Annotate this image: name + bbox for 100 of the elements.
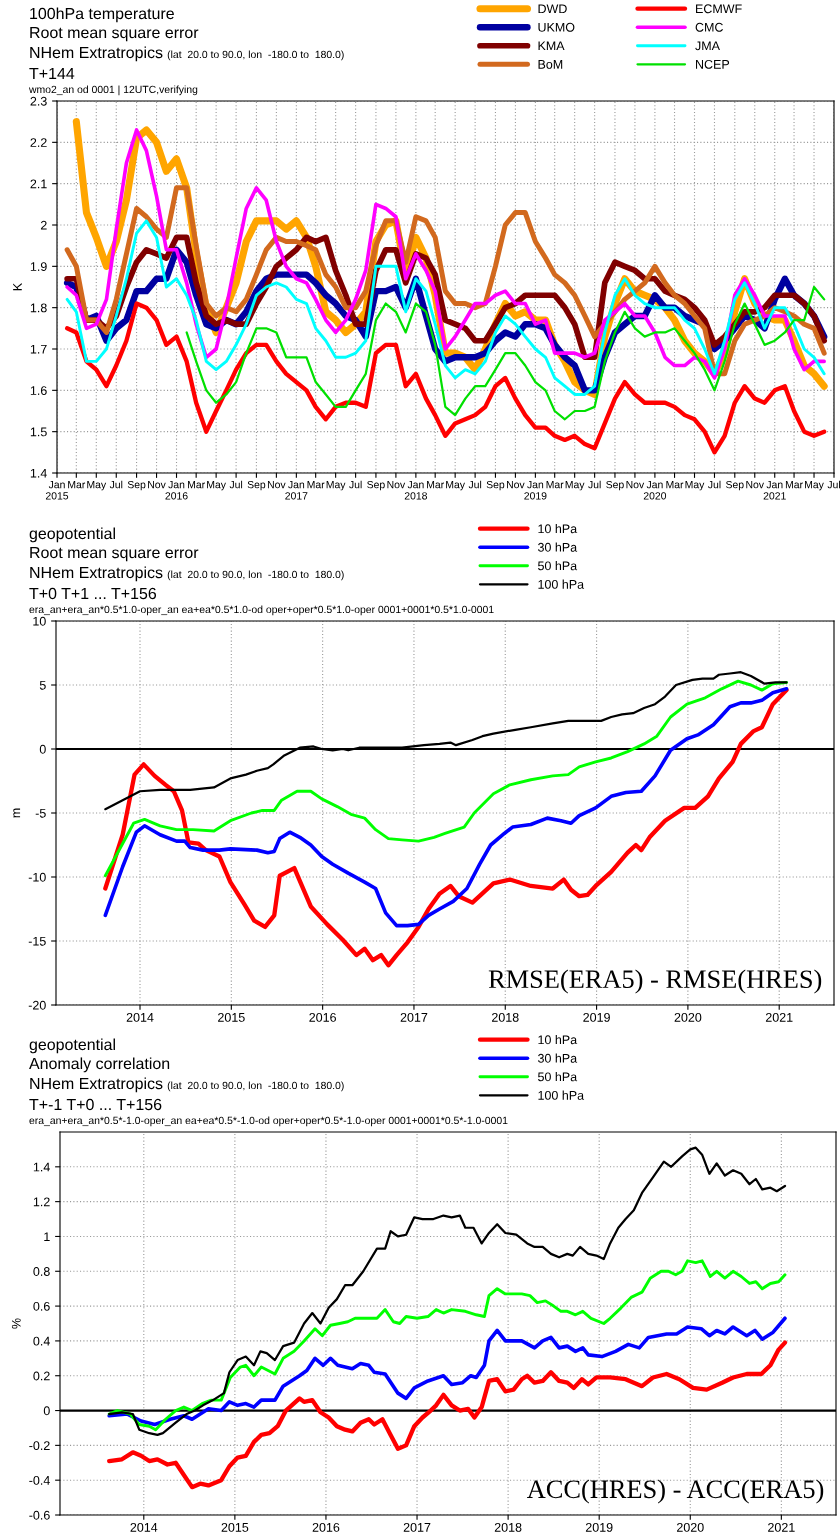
chart-subtitle: Root mean square error bbox=[30, 547, 199, 562]
x-tick-label: Mar bbox=[307, 481, 325, 489]
x-tick-label: Mar bbox=[785, 481, 803, 489]
annotation: ACC(HRES) - ACC(ERA5) bbox=[526, 1479, 824, 1504]
x-tick-label: Mar bbox=[188, 481, 205, 489]
line-series bbox=[65, 219, 826, 396]
x-tick-label: 2016 bbox=[312, 1522, 340, 1532]
x-tick-label: 2021 bbox=[768, 1522, 795, 1532]
y-tick-label: 0 bbox=[43, 1406, 50, 1416]
chart-title: geopotential bbox=[29, 527, 115, 543]
legend-label: UKMO bbox=[538, 22, 575, 32]
text: NHem Extratropics bbox=[30, 566, 163, 582]
y-axis-title: K bbox=[13, 282, 22, 291]
x-tick-label: Jan 2017 bbox=[285, 481, 308, 500]
x-tick-label: Sep bbox=[486, 480, 505, 491]
y-tick-label: 0 bbox=[39, 744, 46, 754]
legend-label: 10 hPa bbox=[538, 1035, 578, 1045]
y-tick-label: 1.9 bbox=[30, 262, 47, 271]
chart-subtitle: Root mean square error bbox=[30, 27, 199, 42]
y-tick-label: 1.4 bbox=[33, 1162, 50, 1172]
x-tick-label: Sep bbox=[127, 480, 146, 491]
y-tick-label: 0.6 bbox=[33, 1301, 50, 1311]
x-tick-label: 2014 bbox=[130, 1522, 158, 1532]
y-tick-label: 1.7 bbox=[30, 344, 47, 354]
legend-label: DWD bbox=[538, 4, 567, 14]
legend-label: BoM bbox=[538, 60, 563, 69]
y-tick-label: 2.3 bbox=[30, 96, 47, 106]
y-tick-label: 0.8 bbox=[33, 1267, 50, 1276]
x-tick-label: Jul bbox=[109, 480, 123, 489]
x-tick-label: Mar bbox=[427, 481, 444, 489]
x-tick-label: Jan 2015 bbox=[45, 481, 69, 500]
y-tick-label: 2.1 bbox=[30, 179, 47, 189]
x-tick-label: May bbox=[207, 481, 226, 491]
y-tick-label: 1.2 bbox=[33, 1197, 50, 1207]
x-tick-label: 2019 bbox=[583, 1012, 610, 1022]
text: (lat 20.0 to 90.0, lon -180.0 to 180.0) bbox=[167, 1081, 344, 1092]
text: wmo2_an od 0001 | 12UTC,verifying bbox=[28, 85, 198, 96]
text: era_an+era_an*0.5*1.0-oper_an ea+ea*0.5*1.0-od oper+oper*0.5*1.0-oper 0001+0001*0.5*1.0-0001 bbox=[29, 605, 494, 616]
line-series bbox=[103, 679, 788, 878]
x-tick-label: Nov bbox=[626, 481, 645, 489]
line-series bbox=[107, 1316, 787, 1427]
x-tick-label: May bbox=[326, 481, 346, 491]
x-tick-label: Sep bbox=[725, 480, 744, 491]
x-tick-label: 2016 bbox=[309, 1012, 336, 1022]
x-tick-label: May bbox=[685, 481, 705, 491]
y-tick-label: -5 bbox=[35, 808, 46, 818]
x-tick-label: Jul bbox=[349, 480, 362, 489]
x-tick-label: Mar bbox=[68, 481, 86, 489]
chart-subtitle: Anomaly correlation bbox=[29, 1057, 170, 1073]
x-tick-label: Nov bbox=[507, 481, 525, 489]
legend-label: ECMWF bbox=[696, 4, 742, 14]
y-tick-label: -0.2 bbox=[29, 1441, 50, 1451]
text: (lat 20.0 to 90.0, lon -180.0 to 180.0) bbox=[167, 50, 344, 61]
x-tick-label: Nov bbox=[746, 481, 764, 489]
y-tick-label: 5 bbox=[39, 680, 46, 690]
text: era_an+era_an*0.5*-1.0-oper_an ea+ea*0.5*-1.0-od oper+oper*0.5*-1.0-oper 0001+0001*0.5*-1.0-0001 bbox=[29, 1116, 508, 1127]
text: T+0 T+1 ... T+156 bbox=[29, 587, 157, 600]
y-tick-label: 1.8 bbox=[30, 303, 47, 313]
legend-label: 30 hPa bbox=[537, 542, 578, 552]
y-tick-label: 2.2 bbox=[30, 138, 47, 147]
text: T+-1 T+0 ... T+156 bbox=[29, 1098, 162, 1111]
x-tick-label: 2014 bbox=[126, 1012, 154, 1022]
y-axis-title: % bbox=[11, 1318, 21, 1329]
legend-label: 50 hPa bbox=[538, 1072, 578, 1082]
x-tick-label: 2020 bbox=[674, 1012, 702, 1022]
x-tick-label: Sep bbox=[247, 480, 266, 491]
x-tick-label: Mar bbox=[546, 481, 564, 489]
y-tick-label: 0.4 bbox=[33, 1336, 50, 1346]
x-tick-label: May bbox=[565, 481, 585, 491]
text: T+144 bbox=[29, 68, 75, 79]
line-series bbox=[64, 301, 827, 455]
x-tick-label: Jul bbox=[707, 480, 721, 489]
x-tick-label: 2018 bbox=[494, 1522, 522, 1532]
legend-label: 100 hPa bbox=[538, 1090, 585, 1100]
x-tick-label: Jul bbox=[827, 480, 840, 489]
x-tick-label: Sep bbox=[606, 480, 624, 491]
x-tick-label: Jul bbox=[468, 480, 482, 489]
y-tick-label: 10 bbox=[33, 616, 46, 626]
text: NHem Extratropics bbox=[30, 1077, 163, 1093]
x-tick-label: Jan 2018 bbox=[404, 481, 427, 500]
legend-label: NCEP bbox=[696, 59, 730, 69]
x-tick-label: Sep bbox=[367, 480, 385, 491]
x-tick-label: Jan 2019 bbox=[524, 481, 547, 500]
x-tick-label: 2020 bbox=[677, 1522, 704, 1532]
x-tick-label: 2019 bbox=[585, 1522, 613, 1532]
x-tick-label: Mar bbox=[666, 481, 684, 489]
legend-label: 100 hPa bbox=[538, 579, 585, 589]
legend-label: 50 hPa bbox=[538, 561, 578, 571]
x-tick-label: Nov bbox=[387, 481, 406, 489]
line-series bbox=[107, 1259, 787, 1432]
x-tick-label: 2018 bbox=[491, 1012, 519, 1022]
x-tick-label: May bbox=[87, 481, 107, 491]
x-tick-label: Jan 2021 bbox=[763, 481, 786, 500]
y-tick-label: -0.4 bbox=[29, 1475, 50, 1485]
text: (lat 20.0 to 90.0, lon -180.0 to 180.0) bbox=[167, 570, 344, 581]
legend-label: KMA bbox=[538, 41, 565, 51]
x-tick-label: Nov bbox=[148, 481, 166, 489]
line-series bbox=[185, 285, 826, 421]
x-tick-label: Nov bbox=[267, 481, 286, 489]
x-tick-label: Jan 2016 bbox=[165, 481, 188, 500]
